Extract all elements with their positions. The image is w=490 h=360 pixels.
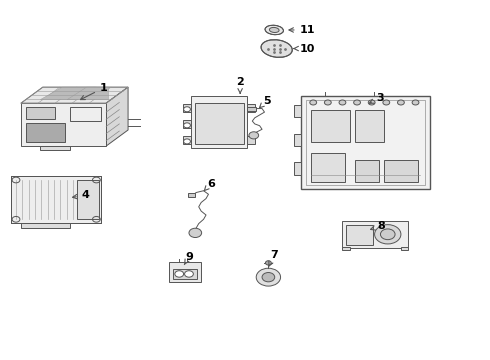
Text: 2: 2 (236, 77, 244, 93)
Bar (170, 262, 201, 282)
Bar (183, 120, 192, 128)
Bar (294, 134, 301, 146)
Circle shape (380, 229, 395, 240)
Circle shape (189, 228, 202, 238)
Circle shape (412, 100, 419, 105)
Text: 4: 4 (73, 190, 90, 201)
Text: 8: 8 (370, 221, 385, 231)
Polygon shape (106, 87, 128, 146)
Bar (311, 153, 345, 182)
Polygon shape (40, 87, 97, 100)
Circle shape (374, 225, 401, 244)
Bar (294, 162, 301, 175)
Text: 11: 11 (289, 25, 315, 35)
Text: 6: 6 (204, 179, 215, 191)
Circle shape (324, 100, 331, 105)
Ellipse shape (261, 40, 292, 57)
Bar (188, 193, 195, 197)
Circle shape (339, 100, 346, 105)
Bar (355, 111, 384, 143)
Bar (346, 225, 373, 245)
Bar (26, 107, 55, 119)
Bar (247, 136, 255, 144)
Bar (192, 96, 247, 148)
Circle shape (383, 100, 390, 105)
Bar (306, 100, 425, 185)
Bar (247, 107, 256, 111)
Bar (343, 247, 350, 249)
Circle shape (354, 100, 361, 105)
Bar (343, 221, 408, 248)
Bar (355, 160, 379, 182)
Polygon shape (67, 87, 109, 100)
Circle shape (184, 107, 191, 112)
Bar (77, 180, 99, 219)
Bar (401, 247, 408, 249)
Bar (70, 107, 101, 121)
Polygon shape (40, 146, 70, 150)
Circle shape (184, 123, 191, 128)
Circle shape (184, 139, 191, 144)
Bar (173, 269, 197, 279)
Circle shape (262, 273, 275, 282)
Circle shape (368, 100, 375, 105)
Circle shape (249, 132, 259, 139)
Bar (11, 176, 101, 223)
Circle shape (185, 271, 194, 277)
Circle shape (310, 100, 317, 105)
Text: 7: 7 (269, 250, 278, 266)
Bar (311, 111, 350, 143)
Bar (294, 105, 301, 117)
Polygon shape (11, 176, 101, 223)
Bar (26, 123, 65, 143)
Ellipse shape (265, 25, 283, 35)
Circle shape (266, 261, 271, 265)
Bar (384, 160, 418, 182)
Polygon shape (21, 223, 70, 228)
Ellipse shape (270, 27, 279, 32)
Bar (21, 103, 106, 146)
Circle shape (256, 268, 281, 286)
Bar (183, 136, 192, 144)
Text: 10: 10 (294, 44, 315, 54)
Text: 3: 3 (369, 93, 384, 103)
Text: 9: 9 (184, 252, 193, 265)
Circle shape (397, 100, 404, 105)
Text: 1: 1 (80, 83, 108, 100)
Bar (196, 103, 244, 144)
Bar (301, 96, 430, 189)
Polygon shape (21, 87, 128, 103)
Bar (247, 104, 255, 112)
Bar (183, 104, 192, 112)
Circle shape (175, 271, 184, 277)
Text: 5: 5 (260, 96, 271, 108)
